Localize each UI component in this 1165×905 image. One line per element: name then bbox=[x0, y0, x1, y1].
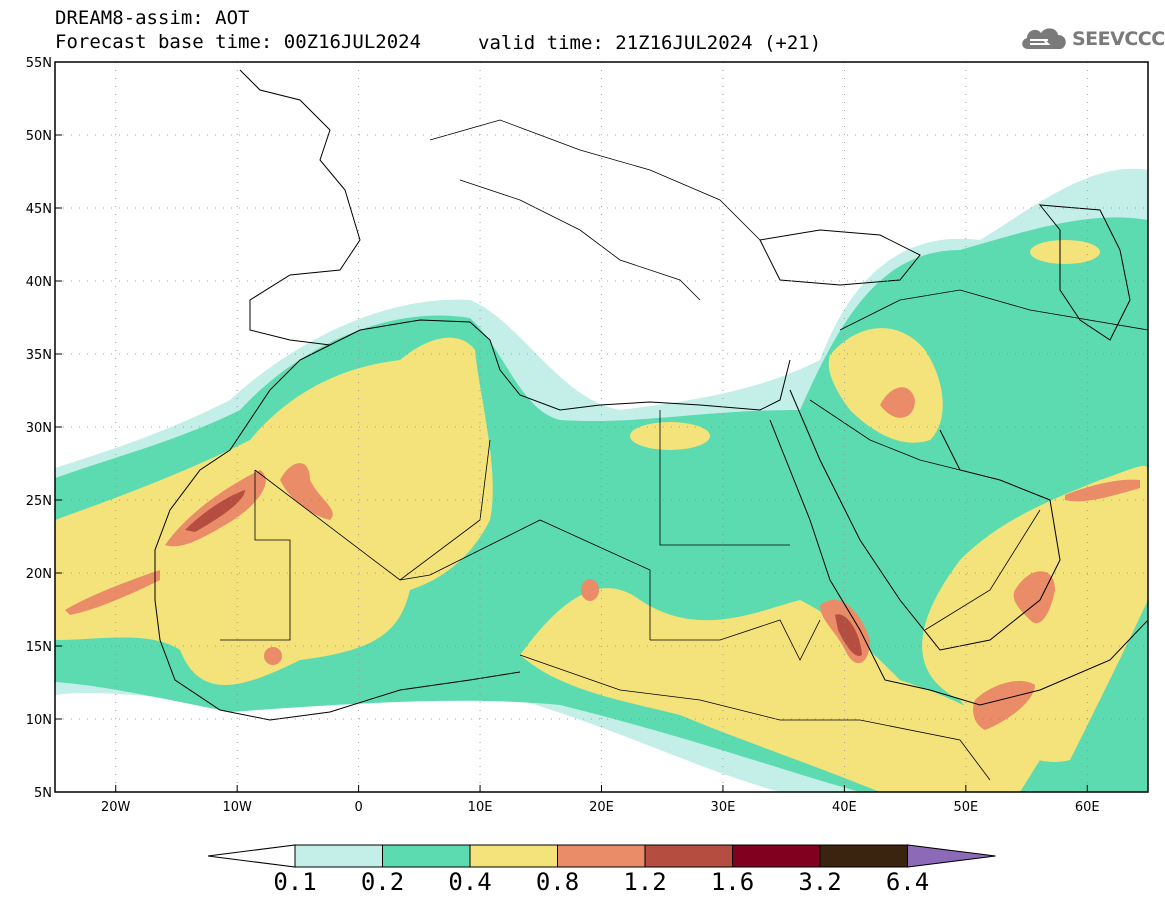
coastline-north-africa bbox=[499, 359, 791, 411]
colorbar-arrow-right bbox=[907, 844, 996, 868]
lat-tick-label: 45N bbox=[26, 202, 52, 217]
border-egypt bbox=[659, 410, 790, 546]
border-europe bbox=[429, 119, 761, 301]
colorbar-label: 0.8 bbox=[535, 868, 580, 896]
seevccc-logo: SEEVCCC bbox=[1018, 22, 1165, 56]
colorbar-box bbox=[469, 844, 558, 868]
border-sahara-2 bbox=[254, 439, 491, 581]
base-time: Forecast base time: 00Z16JUL2024 bbox=[55, 31, 422, 53]
valid-time: valid time: 21Z16JUL2024 (+21) bbox=[478, 32, 822, 54]
colorbar-box bbox=[294, 844, 383, 868]
colorbar-label: 0.1 bbox=[273, 868, 317, 896]
aot-patch-libya bbox=[630, 422, 710, 450]
lat-tick-label: 5N bbox=[34, 786, 52, 801]
coastline-caspian bbox=[1038, 204, 1131, 341]
aot-band-0-8-iraq bbox=[880, 387, 915, 418]
lat-tick-label: 30N bbox=[26, 421, 52, 436]
aot-band-0-4-west bbox=[55, 337, 493, 685]
logo-text: SEEVCCC bbox=[1072, 28, 1165, 50]
coastline-black-sea bbox=[759, 229, 921, 286]
aot-patch-caspian bbox=[1030, 240, 1100, 264]
lon-tick-label: 10E bbox=[468, 800, 493, 815]
colorbar-label: 3.2 bbox=[798, 868, 842, 896]
border-sudan bbox=[650, 619, 821, 661]
lat-tick-label: 25N bbox=[26, 494, 52, 509]
border-mideast bbox=[839, 289, 1148, 331]
lon-tick-label: 60E bbox=[1075, 800, 1100, 815]
map-title: DREAM8-assim: AOT bbox=[55, 7, 250, 29]
lon-tick-label: 50E bbox=[953, 800, 978, 815]
country-borders bbox=[220, 119, 1148, 781]
colorbar-arrow-left bbox=[207, 844, 296, 868]
lon-tick-label: 40E bbox=[832, 800, 857, 815]
cloud-icon bbox=[1022, 28, 1066, 49]
aot-patch-1 bbox=[264, 647, 282, 665]
colorbar-label: 1.2 bbox=[623, 868, 667, 896]
colorbar-box bbox=[557, 844, 646, 868]
lat-tick-label: 50N bbox=[26, 129, 52, 144]
border-sahara-3 bbox=[399, 519, 651, 640]
lat-tick-label: 10N bbox=[26, 713, 52, 728]
colorbar bbox=[207, 844, 996, 868]
aot-field bbox=[55, 168, 1148, 792]
border-sahara-1 bbox=[220, 470, 291, 641]
lon-tick-label: 30E bbox=[711, 800, 736, 815]
aot-band-0-8-gulf bbox=[1065, 479, 1140, 502]
coastline-arabia bbox=[789, 389, 1061, 651]
lon-tick-label: 20E bbox=[589, 800, 614, 815]
aot-band-1-2-eritrea bbox=[835, 614, 862, 656]
coastline-red-sea bbox=[769, 419, 1041, 706]
border-central-africa bbox=[519, 654, 991, 781]
lat-tick-label: 20N bbox=[26, 567, 52, 582]
lat-tick-label: 35N bbox=[26, 348, 52, 363]
aot-band-1-2 bbox=[185, 490, 245, 532]
colorbar-label: 1.6 bbox=[710, 868, 755, 896]
lon-tick-label: 0 bbox=[354, 800, 362, 815]
colorbar-label: 0.2 bbox=[360, 868, 405, 896]
lat-tick-label: 15N bbox=[26, 640, 52, 655]
aot-band-0-8-atlantic bbox=[65, 570, 160, 615]
colorbar-box bbox=[382, 844, 471, 868]
aot-band-0-8-somalia bbox=[973, 680, 1035, 730]
colorbar-label: 0.4 bbox=[448, 868, 492, 896]
lon-ticks: 20W 10W 0 10E 20E 30E 40E 50E 60E bbox=[101, 785, 1100, 815]
aot-band-0-4-iraq bbox=[828, 328, 943, 443]
colorbar-box bbox=[819, 844, 908, 868]
lon-tick-label: 10W bbox=[222, 800, 252, 815]
lat-tick-label: 55N bbox=[26, 56, 52, 71]
coastlines bbox=[154, 69, 1148, 721]
aot-band-0-8-algeria bbox=[280, 463, 333, 520]
lat-ticks: 55N 50N 45N 40N 35N 30N 25N 20N 15N 10N 5N bbox=[26, 56, 62, 801]
border-arabia-1 bbox=[809, 399, 961, 471]
colorbar-box bbox=[644, 844, 733, 868]
lat-tick-label: 40N bbox=[26, 275, 52, 290]
aot-patch-2 bbox=[581, 579, 599, 601]
border-arabia-2 bbox=[924, 509, 1041, 631]
aot-band-0-8-oman bbox=[1013, 571, 1055, 624]
coastline-east-africa bbox=[1039, 619, 1148, 691]
colorbar-labels: 0.1 0.2 0.4 0.8 1.2 1.6 3.2 6.4 bbox=[0, 868, 1165, 898]
colorbar-box bbox=[732, 844, 821, 868]
lon-tick-label: 20W bbox=[101, 800, 131, 815]
coastline-west-africa bbox=[154, 344, 521, 721]
colorbar-label: 6.4 bbox=[885, 868, 930, 896]
lat-lon-grid bbox=[55, 62, 1148, 792]
coastline-europe bbox=[239, 69, 501, 371]
